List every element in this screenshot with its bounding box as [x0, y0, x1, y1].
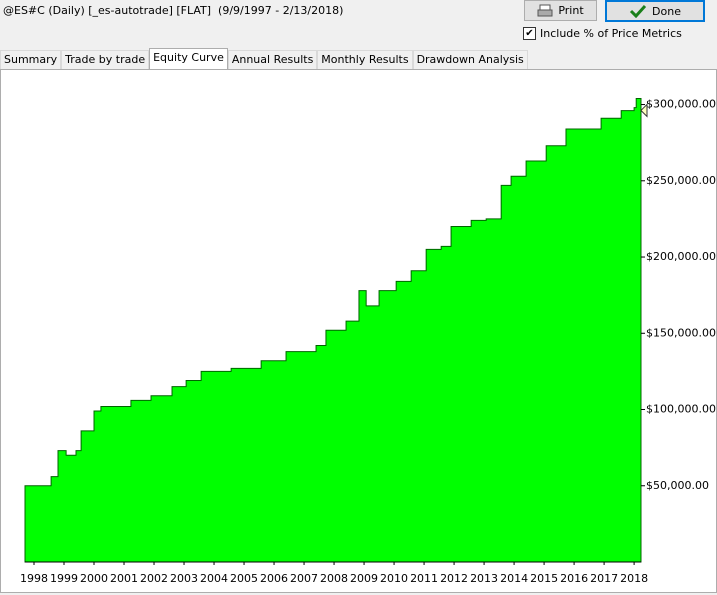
checkbox-label: Include % of Price Metrics: [540, 27, 682, 40]
x-tick-label: 2000: [80, 572, 108, 585]
x-tick-label: 2009: [350, 572, 378, 585]
tab[interactable]: Trade by trade: [61, 50, 150, 69]
x-tick-label: 2006: [260, 572, 288, 585]
equity-chart: 1998 1999 2000 2001 2002 2003 2004 2005 2006 2007…: [20, 97, 716, 585]
y-tick-label: $200,000.00: [646, 250, 716, 263]
x-tick-label: 2016: [560, 572, 588, 585]
checkbox-box[interactable]: ✔: [523, 27, 536, 40]
x-tick-label: 2018: [620, 572, 648, 585]
x-tick-label: 2010: [380, 572, 408, 585]
x-tick-label: 2017: [590, 572, 618, 585]
x-tick-label: 2004: [200, 572, 228, 585]
x-tick-label: 2008: [320, 572, 348, 585]
price-metrics-checkbox[interactable]: ✔ Include % of Price Metrics: [523, 27, 682, 40]
printer-icon: [537, 4, 553, 16]
x-tick-label: 2012: [440, 572, 468, 585]
y-tick-label: $150,000.00: [646, 326, 716, 339]
y-tick-label: $250,000.00: [646, 174, 716, 187]
done-label: Done: [652, 4, 681, 18]
tab[interactable]: Monthly Results: [317, 50, 413, 69]
tab[interactable]: Annual Results: [227, 50, 318, 69]
print-button[interactable]: Print: [524, 0, 597, 21]
y-tick-label: $300,000.00: [646, 98, 716, 111]
equity-area: [24, 97, 642, 563]
tab-bar: Summary Trade by trade Equity Curve Annual …: [0, 48, 528, 70]
x-tick-label: 2007: [290, 572, 318, 585]
window-title: @ES#C (Daily) [_es-autotrade] [FLAT] (9/…: [3, 4, 344, 17]
tab[interactable]: Drawdown Analysis: [412, 50, 528, 69]
x-tick-label: 2013: [470, 572, 498, 585]
x-tick-label: 2002: [140, 572, 168, 585]
print-label: Print: [558, 4, 584, 17]
x-tick-label: 2014: [500, 572, 528, 585]
x-tick-label: 1998: [20, 572, 48, 585]
tab[interactable]: Equity Curve: [149, 48, 228, 70]
x-tick-label: 2015: [530, 572, 558, 585]
x-tick-label: 2011: [410, 572, 438, 585]
y-tick-label: $50,000.00: [646, 479, 709, 492]
tab[interactable]: Summary: [0, 50, 62, 69]
check-icon: [629, 4, 647, 18]
x-tick-label: 2005: [230, 572, 258, 585]
x-tick-label: 2001: [110, 572, 138, 585]
x-tick-label: 1999: [50, 572, 78, 585]
y-tick-label: $100,000.00: [646, 403, 716, 416]
current-value-marker: [640, 103, 648, 118]
done-button[interactable]: Done: [605, 0, 705, 22]
chart-panel: 1998 1999 2000 2001 2002 2003 2004 2005 2006 2007…: [0, 69, 717, 593]
x-tick-label: 2003: [170, 572, 198, 585]
